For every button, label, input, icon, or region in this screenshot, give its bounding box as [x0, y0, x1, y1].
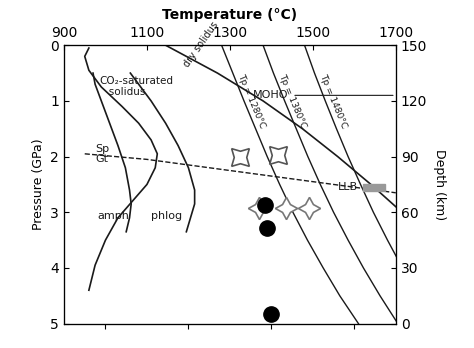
X-axis label: Temperature (°C): Temperature (°C) — [162, 8, 298, 22]
Text: amph: amph — [98, 211, 130, 221]
Y-axis label: Pressure (GPa): Pressure (GPa) — [32, 139, 45, 230]
Text: Sp: Sp — [95, 144, 109, 155]
Bar — [363, 184, 385, 191]
Y-axis label: Depth (km): Depth (km) — [433, 149, 447, 220]
Text: Tp = 1480°C: Tp = 1480°C — [318, 72, 348, 129]
Text: Tp = 1380°C: Tp = 1380°C — [277, 72, 308, 129]
Text: dry solidus: dry solidus — [182, 19, 221, 69]
Text: Gt: Gt — [95, 155, 108, 164]
Text: Tp = 1280°C: Tp = 1280°C — [236, 72, 267, 129]
Text: LLB: LLB — [338, 182, 358, 192]
Text: CO₂-saturated
   solidus: CO₂-saturated solidus — [99, 76, 173, 97]
Text: MOHO: MOHO — [253, 90, 288, 100]
Text: phlog: phlog — [151, 211, 182, 221]
